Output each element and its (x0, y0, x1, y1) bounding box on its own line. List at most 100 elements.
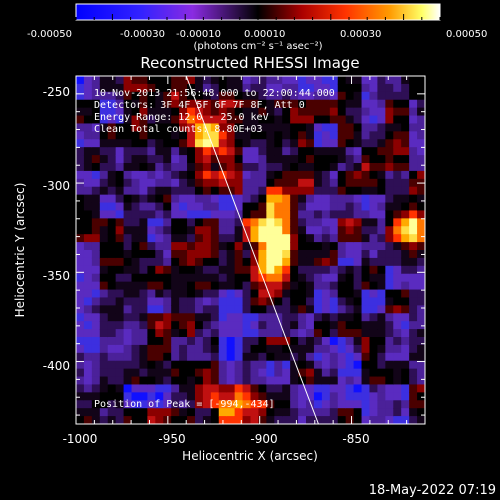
image-pixel (274, 107, 283, 117)
image-pixel (385, 265, 394, 275)
image-pixel (163, 242, 172, 251)
image-pixel (345, 99, 355, 109)
image-pixel (266, 289, 275, 299)
image-pixel (234, 234, 244, 243)
image-pixel (282, 305, 291, 314)
image-pixel (123, 115, 133, 125)
image-pixel (139, 226, 148, 235)
colorbar-unit-label: (photons cm⁻² s⁻¹ asec⁻²) (193, 41, 322, 52)
image-pixel (83, 337, 93, 346)
image-pixel (202, 123, 212, 132)
image-pixel (226, 281, 236, 291)
image-pixel (298, 170, 307, 180)
image-pixel (345, 139, 355, 148)
image-pixel (306, 257, 315, 267)
image-pixel (369, 210, 379, 219)
image-pixel (385, 360, 394, 370)
image-pixel (218, 321, 228, 330)
image-pixel (179, 265, 188, 275)
image-pixel (123, 202, 133, 212)
image-pixel (353, 131, 363, 140)
image-pixel (409, 273, 418, 283)
image-pixel (179, 416, 188, 424)
image-pixel (99, 170, 109, 180)
image-pixel (163, 376, 172, 386)
image-pixel (83, 163, 93, 172)
image-pixel (377, 305, 386, 314)
image-pixel (417, 91, 425, 101)
image-pixel (99, 178, 109, 188)
image-pixel (306, 392, 315, 401)
image-pixel (369, 234, 379, 243)
image-pixel (361, 329, 371, 338)
image-pixel (329, 337, 339, 346)
image-pixel (306, 218, 315, 227)
image-pixel (306, 163, 315, 172)
image-pixel (313, 392, 323, 401)
image-pixel (194, 178, 204, 188)
image-pixel (361, 400, 371, 409)
image-pixel (329, 147, 339, 156)
image-pixel (250, 329, 260, 338)
image-pixel (361, 178, 371, 188)
image-pixel (139, 123, 148, 132)
image-pixel (210, 416, 220, 424)
image-pixel (115, 131, 125, 140)
image-pixel (250, 368, 260, 378)
image-pixel (131, 170, 141, 180)
image-pixel (163, 194, 172, 204)
image-pixel (99, 250, 109, 259)
image-pixel (194, 273, 204, 283)
image-pixel (179, 360, 188, 370)
image-pixel (274, 115, 283, 125)
image-pixel (226, 139, 236, 148)
image-pixel (107, 408, 117, 417)
image-pixel (393, 392, 402, 401)
image-pixel (99, 281, 109, 291)
image-pixel (258, 186, 267, 196)
axis-ticks (75, 75, 426, 424)
image-pixel (409, 257, 418, 267)
image-pixel (329, 131, 339, 140)
image-pixel (313, 360, 323, 370)
image-pixel (91, 344, 101, 354)
image-pixel (99, 202, 109, 212)
image-pixel (361, 107, 371, 117)
image-pixel (385, 242, 394, 251)
image-pixel (417, 218, 425, 227)
image-pixel (99, 352, 109, 362)
image-pixel (115, 344, 125, 354)
image-pixel (171, 107, 180, 117)
image-pixel (171, 76, 180, 85)
image-pixel (131, 163, 141, 172)
image-pixel (131, 384, 141, 393)
image-pixel (91, 218, 101, 227)
image-pixel (377, 337, 386, 346)
image-pixel (99, 83, 109, 93)
image-pixel (163, 155, 172, 164)
image-pixel (187, 123, 196, 132)
image-pixel (417, 416, 425, 424)
image-pixel (321, 281, 331, 291)
image-pixel (258, 344, 267, 354)
image-pixel (417, 242, 425, 251)
image-pixel (250, 178, 260, 188)
image-pixel (155, 99, 164, 109)
image-pixel (313, 305, 323, 314)
image-pixel (361, 91, 371, 101)
image-pixel (401, 194, 410, 204)
image-pixel (226, 99, 236, 109)
image-pixel (266, 91, 275, 101)
image-pixel (353, 281, 363, 291)
image-pixel (163, 305, 172, 314)
image-pixel (83, 218, 93, 227)
image-pixel (91, 123, 101, 132)
image-pixel (179, 234, 188, 243)
image-pixel (155, 329, 164, 338)
image-pixel (345, 91, 355, 101)
info-time-range: 10-Nov-2013 21:56:48.000 to 22:00:44.000 (94, 88, 335, 99)
image-pixel (306, 344, 315, 354)
image-pixel (163, 250, 172, 259)
image-pixel (313, 163, 323, 172)
image-pixel (139, 131, 148, 140)
